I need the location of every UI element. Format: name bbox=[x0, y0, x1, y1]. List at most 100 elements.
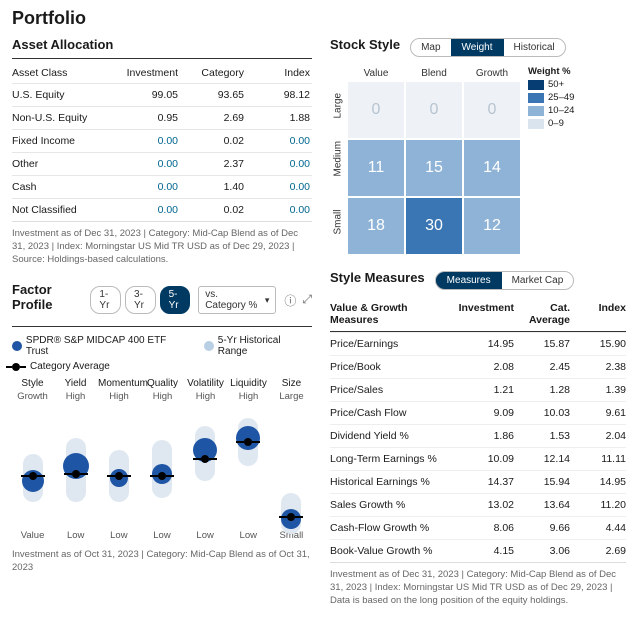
asset-allocation-row: Other 0.00 2.37 0.00 bbox=[12, 152, 312, 175]
factor-track-size bbox=[279, 406, 303, 526]
measure-cat: 15.87 bbox=[514, 338, 570, 350]
measure-inv: 14.37 bbox=[458, 476, 514, 488]
style-measure-row: Sales Growth % 13.02 13.64 11.20 bbox=[330, 493, 626, 516]
legend-fund-dot bbox=[12, 341, 22, 351]
legend-label: 50+ bbox=[548, 79, 564, 90]
style-cell: 11 bbox=[348, 140, 404, 196]
asset-idx-value: 0.00 bbox=[244, 135, 310, 147]
style-measure-row: Historical Earnings % 14.37 15.94 14.95 bbox=[330, 470, 626, 493]
factor-top: High bbox=[98, 391, 140, 402]
measure-idx: 1.39 bbox=[570, 384, 626, 396]
measure-cat: 10.03 bbox=[514, 407, 570, 419]
legend-swatch bbox=[528, 106, 544, 116]
asset-cat-value: 0.02 bbox=[178, 135, 244, 147]
col-sm-investment: Investment bbox=[458, 302, 514, 326]
factor-track-volatility bbox=[193, 406, 217, 526]
measure-label: Price/Sales bbox=[330, 384, 458, 396]
asset-allocation-row: U.S. Equity 99.05 93.65 98.12 bbox=[12, 83, 312, 106]
factor-bot: Low bbox=[228, 530, 269, 541]
measure-idx: 2.69 bbox=[570, 545, 626, 557]
asset-inv-value: 0.00 bbox=[112, 158, 178, 170]
factor-name: Yield bbox=[55, 378, 96, 389]
legend-item: 50+ bbox=[528, 79, 574, 90]
col-sm-catavg: Cat. Average bbox=[514, 302, 570, 326]
legend-item: 10–24 bbox=[528, 105, 574, 116]
style-measure-row: Dividend Yield % 1.86 1.53 2.04 bbox=[330, 424, 626, 447]
info-icon[interactable]: ⓘ bbox=[284, 292, 296, 309]
legend-label: 25–49 bbox=[548, 92, 574, 103]
stock-style-tab-weight[interactable]: Weight bbox=[451, 39, 504, 56]
vs-category-dropdown[interactable]: vs. Category % ▾ bbox=[198, 286, 276, 314]
measure-cat: 1.28 bbox=[514, 384, 570, 396]
period-1-yr[interactable]: 1-Yr bbox=[90, 286, 121, 314]
asset-cat-value: 1.40 bbox=[178, 181, 244, 193]
asset-class-label: Not Classified bbox=[12, 204, 112, 216]
measure-inv: 1.86 bbox=[458, 430, 514, 442]
style-row-medium: Medium bbox=[333, 160, 344, 176]
style-measures-header-row: Value & Growth Measures Investment Cat. … bbox=[330, 297, 626, 332]
col-index: Index bbox=[244, 67, 310, 79]
style-measures-footnote: Investment as of Dec 31, 2023 | Category… bbox=[330, 569, 626, 607]
factor-name: Volatility bbox=[185, 378, 226, 389]
style-measures-section: Style Measures MeasuresMarket Cap Value … bbox=[330, 270, 626, 607]
factor-name: Style bbox=[12, 378, 53, 389]
style-measure-row: Book-Value Growth % 4.15 3.06 2.69 bbox=[330, 539, 626, 562]
style-cell: 15 bbox=[406, 140, 462, 196]
asset-class-label: Other bbox=[12, 158, 112, 170]
period-5-yr[interactable]: 5-Yr bbox=[160, 286, 191, 314]
col-asset-class: Asset Class bbox=[12, 67, 112, 79]
stock-style-tab-map[interactable]: Map bbox=[411, 39, 450, 56]
legend-cat-label: Category Average bbox=[30, 361, 110, 372]
col-investment: Investment bbox=[112, 67, 178, 79]
factor-name: Size bbox=[271, 378, 312, 389]
measure-idx: 2.38 bbox=[570, 361, 626, 373]
factor-top: High bbox=[185, 391, 226, 402]
asset-idx-value: 1.88 bbox=[244, 112, 310, 124]
measure-inv: 2.08 bbox=[458, 361, 514, 373]
measure-cat: 12.14 bbox=[514, 453, 570, 465]
factor-name: Quality bbox=[142, 378, 183, 389]
asset-allocation-row: Non-U.S. Equity 0.95 2.69 1.88 bbox=[12, 106, 312, 129]
legend-item: 0–9 bbox=[528, 118, 574, 129]
asset-cat-value: 2.69 bbox=[178, 112, 244, 124]
style-row-large: Large bbox=[333, 102, 344, 118]
asset-class-label: Cash bbox=[12, 181, 112, 193]
measure-idx: 4.44 bbox=[570, 522, 626, 534]
style-cell: 18 bbox=[348, 198, 404, 254]
measure-inv: 1.21 bbox=[458, 384, 514, 396]
style-cell: 12 bbox=[464, 198, 520, 254]
asset-allocation-section: Asset Allocation Asset Class Investment … bbox=[12, 37, 312, 266]
measure-label: Price/Book bbox=[330, 361, 458, 373]
factor-profile-heading: Factor Profile bbox=[12, 282, 82, 312]
factor-legend: SPDR® S&P MIDCAP 400 ETF Trust 5-Yr Hist… bbox=[12, 335, 312, 357]
expand-icon[interactable]: ⤢ bbox=[302, 292, 312, 309]
measure-inv: 8.06 bbox=[458, 522, 514, 534]
measures-tab-measures[interactable]: Measures bbox=[436, 272, 502, 289]
factor-track-momentum bbox=[107, 406, 131, 526]
stock-style-section: Stock Style MapWeightHistorical ValueBle… bbox=[330, 37, 626, 254]
stock-style-tab-historical[interactable]: Historical bbox=[504, 39, 565, 56]
legend-range-label: 5-Yr Historical Range bbox=[218, 335, 312, 357]
asset-class-label: Non-U.S. Equity bbox=[12, 112, 112, 124]
asset-inv-value: 0.00 bbox=[112, 181, 178, 193]
measures-tab-market-cap[interactable]: Market Cap bbox=[502, 272, 574, 289]
vs-category-label: vs. Category % bbox=[205, 289, 261, 311]
factor-name: Momentum bbox=[98, 378, 140, 389]
asset-cat-value: 93.65 bbox=[178, 89, 244, 101]
legend-label: 10–24 bbox=[548, 105, 574, 116]
style-measure-row: Price/Sales 1.21 1.28 1.39 bbox=[330, 378, 626, 401]
measure-cat: 15.94 bbox=[514, 476, 570, 488]
period-3-yr[interactable]: 3-Yr bbox=[125, 286, 156, 314]
style-measures-heading: Style Measures bbox=[330, 270, 425, 285]
asset-allocation-footnote: Investment as of Dec 31, 2023 | Category… bbox=[12, 228, 312, 266]
legend-cat-dot bbox=[12, 363, 20, 371]
measure-inv: 4.15 bbox=[458, 545, 514, 557]
measure-cat: 3.06 bbox=[514, 545, 570, 557]
measure-label: Historical Earnings % bbox=[330, 476, 458, 488]
measure-cat: 2.45 bbox=[514, 361, 570, 373]
style-box-legend: Weight % 50+25–4910–240–9 bbox=[528, 66, 574, 254]
col-sm-index: Index bbox=[570, 302, 626, 326]
asset-inv-value: 0.95 bbox=[112, 112, 178, 124]
factor-bot: Low bbox=[98, 530, 139, 541]
asset-inv-value: 0.00 bbox=[112, 135, 178, 147]
